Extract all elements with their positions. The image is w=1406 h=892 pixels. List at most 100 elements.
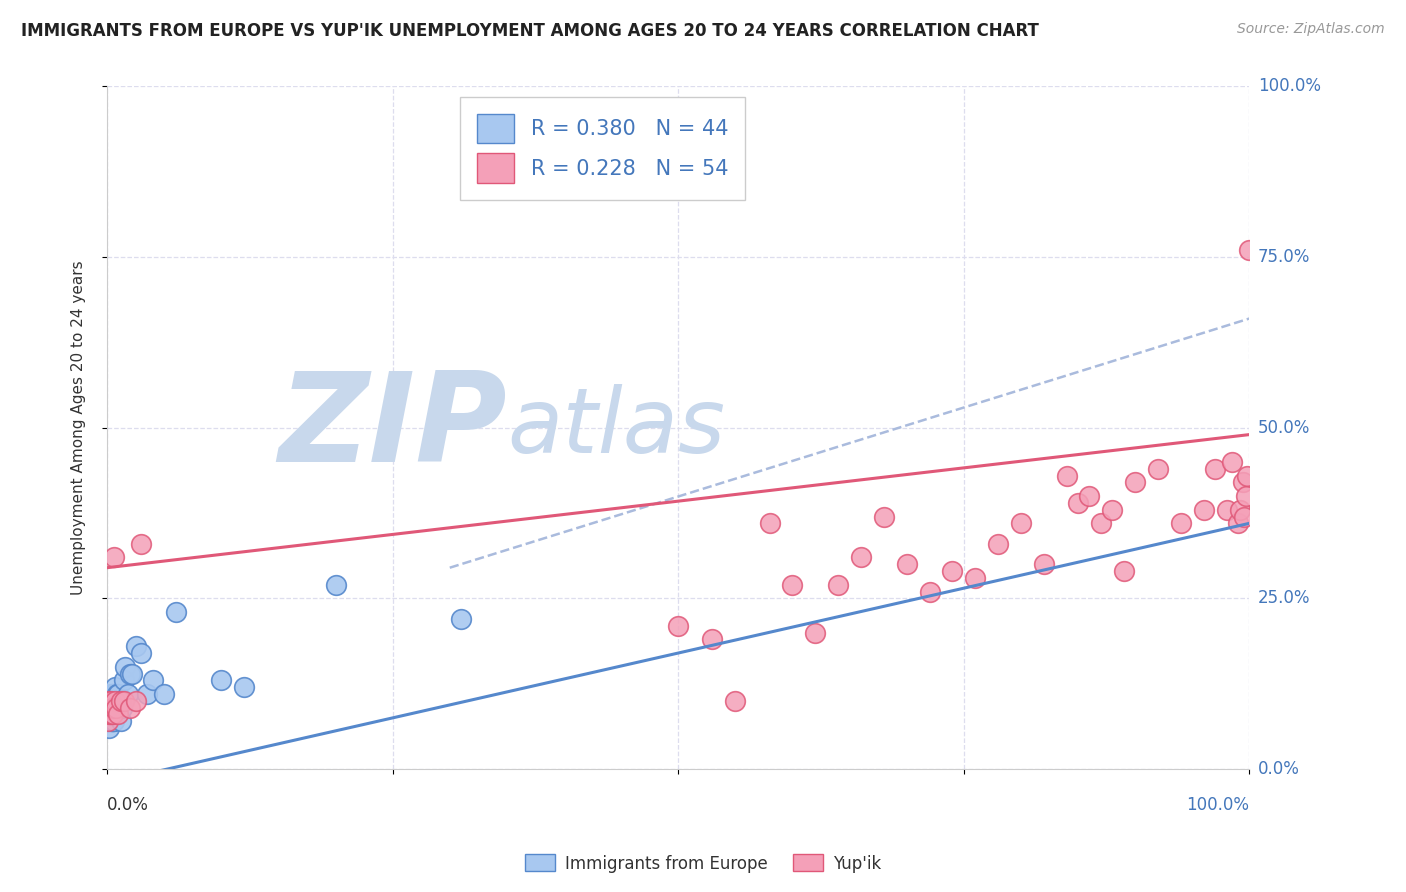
Point xyxy=(233,680,256,694)
Text: Source: ZipAtlas.com: Source: ZipAtlas.com xyxy=(1237,22,1385,37)
Point xyxy=(100,687,122,701)
Point xyxy=(111,700,134,714)
Point xyxy=(100,700,122,714)
Point xyxy=(114,659,136,673)
Point xyxy=(873,509,896,524)
Point xyxy=(98,707,121,722)
Point xyxy=(131,646,153,660)
Point xyxy=(758,516,780,531)
Point xyxy=(1236,468,1258,483)
Text: ZIP: ZIP xyxy=(278,368,508,488)
Point xyxy=(1215,502,1237,516)
Point xyxy=(1170,516,1192,531)
Point xyxy=(100,700,122,714)
Point xyxy=(1101,502,1123,516)
Point xyxy=(1056,468,1078,483)
Point xyxy=(103,687,125,701)
Point xyxy=(1229,502,1251,516)
Legend: Immigrants from Europe, Yup'ik: Immigrants from Europe, Yup'ik xyxy=(519,847,887,880)
Point xyxy=(118,666,141,681)
Point xyxy=(325,578,347,592)
Point xyxy=(110,714,132,729)
Point xyxy=(136,687,159,701)
Text: 0.0%: 0.0% xyxy=(1258,760,1299,778)
Point xyxy=(142,673,165,688)
Point xyxy=(1234,489,1257,503)
Point xyxy=(987,537,1010,551)
Legend: R = 0.380   N = 44, R = 0.228   N = 54: R = 0.380 N = 44, R = 0.228 N = 54 xyxy=(460,97,745,200)
Point xyxy=(1239,244,1261,258)
Point xyxy=(105,707,128,722)
Point xyxy=(1112,564,1135,578)
Point xyxy=(101,687,124,701)
Point xyxy=(100,707,122,722)
Text: IMMIGRANTS FROM EUROPE VS YUP'IK UNEMPLOYMENT AMONG AGES 20 TO 24 YEARS CORRELAT: IMMIGRANTS FROM EUROPE VS YUP'IK UNEMPLO… xyxy=(21,22,1039,40)
Point xyxy=(110,694,132,708)
Point xyxy=(1233,509,1256,524)
Point xyxy=(1192,502,1215,516)
Point xyxy=(98,694,121,708)
Point xyxy=(121,666,143,681)
Point xyxy=(100,714,122,729)
Point xyxy=(105,700,128,714)
Point xyxy=(941,564,963,578)
Point xyxy=(104,694,127,708)
Point xyxy=(124,694,146,708)
Point xyxy=(896,558,918,572)
Point xyxy=(103,700,125,714)
Point xyxy=(107,707,129,722)
Point xyxy=(98,694,121,708)
Text: atlas: atlas xyxy=(508,384,725,472)
Point xyxy=(1147,461,1170,475)
Point xyxy=(104,707,127,722)
Point xyxy=(724,694,747,708)
Point xyxy=(101,707,124,722)
Point xyxy=(1032,558,1054,572)
Point xyxy=(105,694,128,708)
Point xyxy=(98,707,121,722)
Point xyxy=(782,578,804,592)
Point xyxy=(105,700,128,714)
Point xyxy=(100,714,122,729)
Point xyxy=(103,714,125,729)
Point xyxy=(97,714,120,729)
Point xyxy=(1226,516,1249,531)
Point xyxy=(965,571,987,585)
Point xyxy=(1067,496,1090,510)
Point xyxy=(209,673,232,688)
Point xyxy=(918,584,941,599)
Point xyxy=(103,550,125,565)
Point xyxy=(98,721,121,735)
Point xyxy=(112,694,135,708)
Point xyxy=(108,694,131,708)
Point xyxy=(450,612,472,626)
Point xyxy=(1123,475,1146,490)
Point xyxy=(97,700,120,714)
Point xyxy=(112,673,135,688)
Point xyxy=(104,680,127,694)
Point xyxy=(118,700,141,714)
Text: 100.0%: 100.0% xyxy=(1258,78,1320,95)
Point xyxy=(165,605,187,619)
Y-axis label: Unemployment Among Ages 20 to 24 years: Unemployment Among Ages 20 to 24 years xyxy=(72,260,86,595)
Point xyxy=(131,537,153,551)
Point xyxy=(107,700,129,714)
Point xyxy=(1220,455,1243,469)
Point xyxy=(100,700,122,714)
Point xyxy=(804,625,827,640)
Text: 100.0%: 100.0% xyxy=(1187,797,1250,814)
Point xyxy=(100,687,122,701)
Point xyxy=(97,714,120,729)
Point xyxy=(97,700,120,714)
Point xyxy=(1078,489,1101,503)
Text: 25.0%: 25.0% xyxy=(1258,590,1310,607)
Point xyxy=(1010,516,1032,531)
Point xyxy=(117,687,139,701)
Point xyxy=(105,687,128,701)
Point xyxy=(104,694,127,708)
Point xyxy=(666,618,689,632)
Point xyxy=(1204,461,1226,475)
Point xyxy=(124,639,146,653)
Point xyxy=(849,550,872,565)
Point xyxy=(827,578,849,592)
